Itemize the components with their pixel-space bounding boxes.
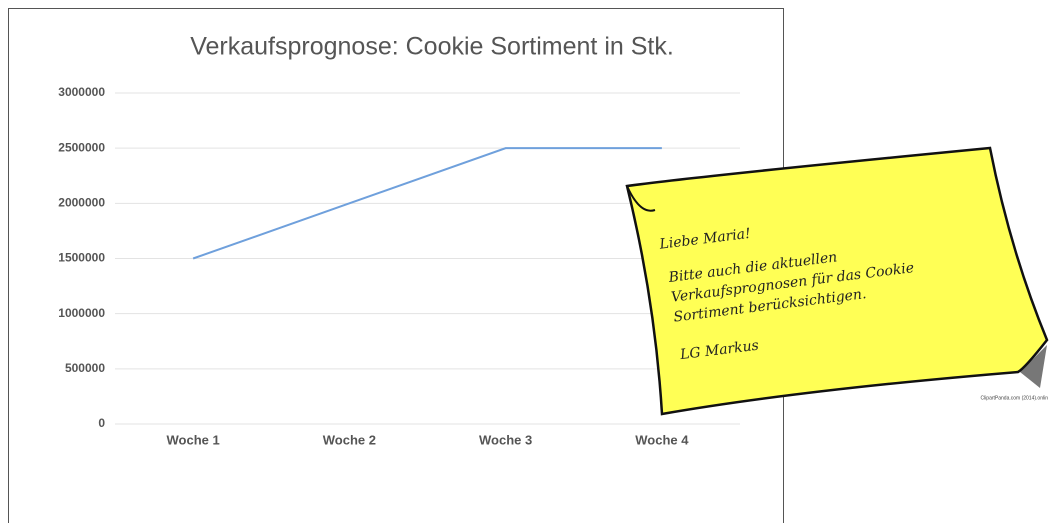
note-credit: ClipartPanda.com (2014).onlin: [980, 395, 1048, 401]
y-tick-label: 1500000: [58, 251, 105, 265]
y-tick-label: 2500000: [58, 140, 105, 154]
x-tick-label: Woche 4: [635, 432, 689, 447]
x-tick-label: Woche 3: [479, 432, 532, 447]
x-tick-label: Woche 2: [323, 432, 376, 447]
y-tick-label: 3000000: [58, 85, 105, 99]
sticky-note: Liebe Maria! Bitte auch die aktuellen Ve…: [625, 146, 1049, 416]
note-paper: [625, 146, 1049, 416]
y-tick-label: 2000000: [58, 196, 105, 210]
series-line: [192, 147, 662, 260]
y-tick-label: 0: [98, 416, 105, 430]
x-tick-label: Woche 1: [167, 432, 220, 447]
note-curl: [626, 185, 656, 212]
note-shadow: [1020, 345, 1047, 388]
y-tick-label: 1000000: [58, 306, 105, 320]
y-tick-label: 500000: [65, 361, 105, 375]
chart-title: Verkaufsprognose: Cookie Sortiment in St…: [190, 33, 674, 61]
